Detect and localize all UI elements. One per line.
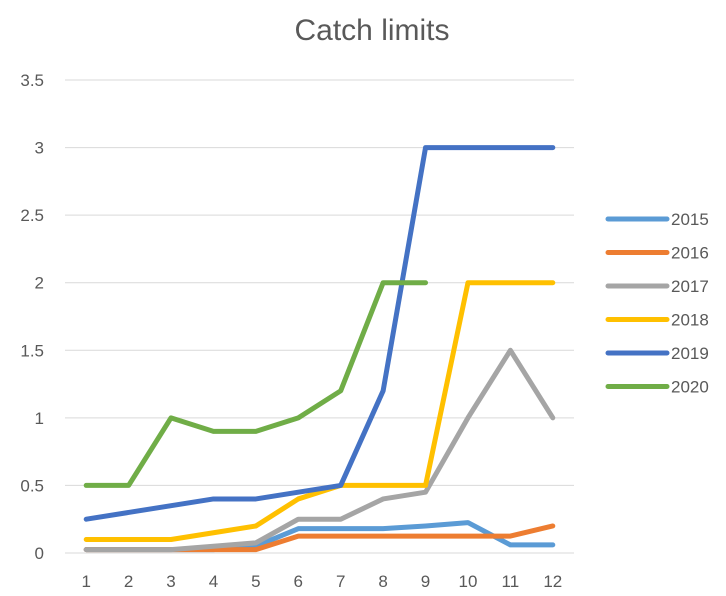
legend-label: 2016 <box>671 244 709 263</box>
y-tick-label: 2.5 <box>20 206 44 225</box>
series-line-2017 <box>83 347 556 553</box>
legend-entry: 2018 <box>605 311 709 330</box>
x-tick-label: 4 <box>209 572 218 591</box>
y-tick-label: 3.5 <box>20 71 44 90</box>
legend-entry: 2015 <box>605 210 709 229</box>
x-axis-ticks: 1 2 3 4 5 6 7 8 9 10 11 12 <box>81 572 562 591</box>
legend-entry: 2017 <box>605 277 709 296</box>
series-line-2018 <box>83 280 556 542</box>
series-lines <box>83 145 556 553</box>
chart-title: Catch limits <box>294 14 449 47</box>
legend-label: 2019 <box>671 344 709 363</box>
x-tick-label: 3 <box>166 572 175 591</box>
x-tick-label: 5 <box>251 572 260 591</box>
y-tick-label: 0 <box>35 544 44 563</box>
x-tick-label: 2 <box>124 572 133 591</box>
legend-label: 2015 <box>671 210 709 229</box>
y-tick-label: 1 <box>35 409 44 428</box>
x-tick-label: 7 <box>336 572 345 591</box>
legend-label: 2018 <box>671 311 709 330</box>
x-tick-label: 9 <box>421 572 430 591</box>
x-tick-label: 12 <box>543 572 562 591</box>
x-tick-label: 1 <box>81 572 90 591</box>
gridlines <box>65 79 574 554</box>
y-tick-label: 1.5 <box>20 341 44 360</box>
legend-entry: 2016 <box>605 244 709 263</box>
y-tick-label: 2 <box>35 274 44 293</box>
legend: 2015 2016 2017 2018 2019 2020 <box>605 210 709 397</box>
series-line-2019 <box>83 145 556 522</box>
legend-label: 2017 <box>671 277 709 296</box>
legend-entry: 2019 <box>605 344 709 363</box>
legend-label: 2020 <box>671 378 709 397</box>
x-tick-label: 10 <box>458 572 477 591</box>
x-tick-label: 11 <box>502 572 520 591</box>
legend-entry: 2020 <box>605 378 709 397</box>
series-line-2020 <box>83 280 429 488</box>
y-tick-label: 0.5 <box>20 476 44 495</box>
y-tick-label: 3 <box>35 139 44 158</box>
x-tick-label: 8 <box>378 572 387 591</box>
x-tick-label: 6 <box>294 572 303 591</box>
y-axis-ticks: 0 0.5 1 1.5 2 2.5 3 3.5 <box>20 71 44 563</box>
